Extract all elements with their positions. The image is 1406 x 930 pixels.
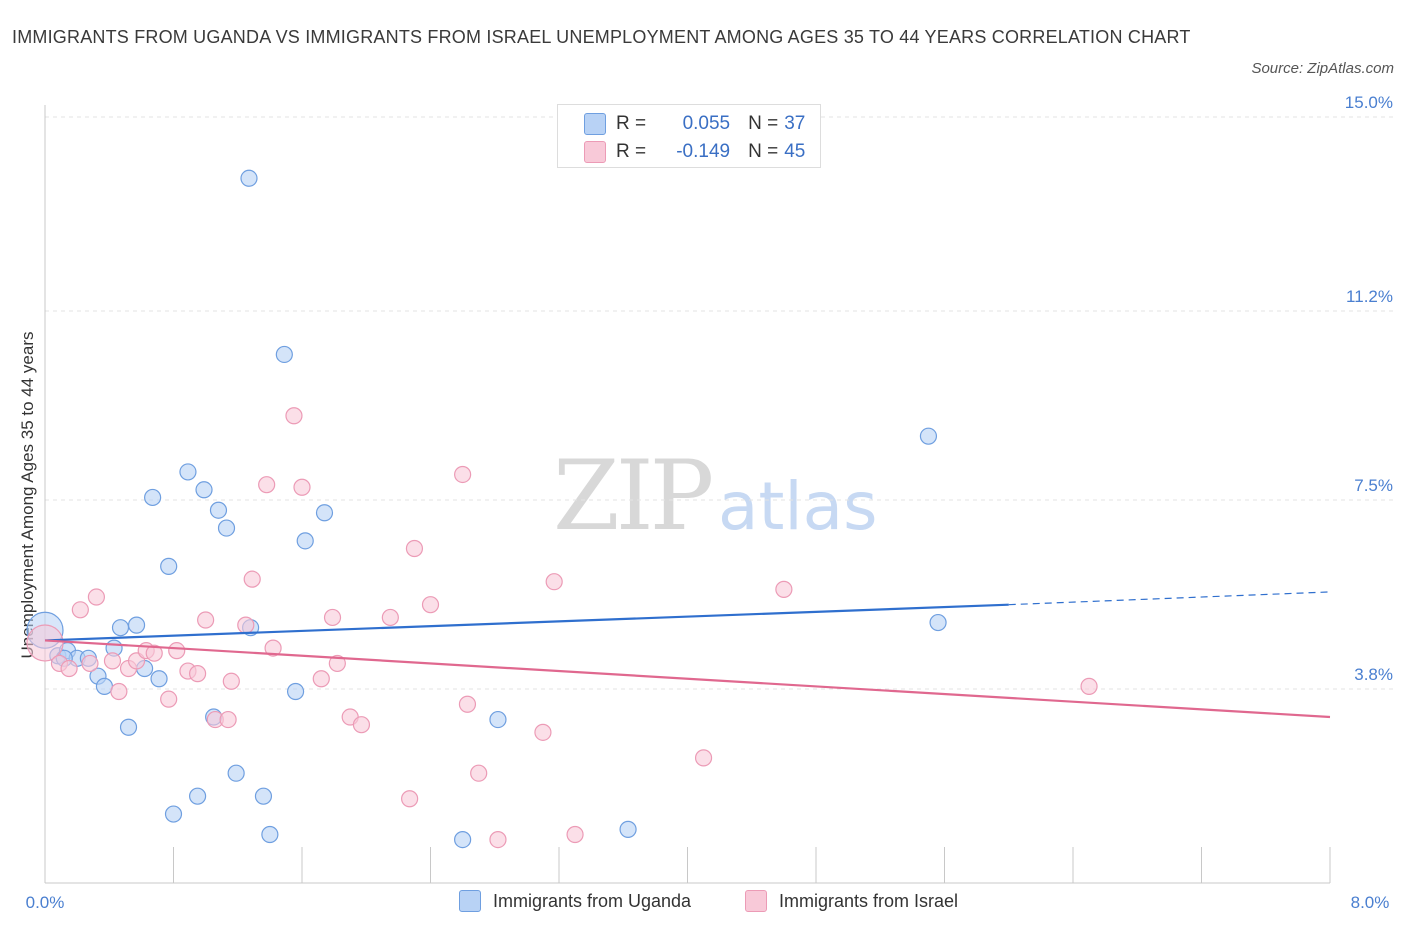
israel-point-24: [285, 407, 303, 425]
uganda-point-21: [217, 519, 236, 537]
uganda-point-24: [240, 169, 258, 187]
israel-point-28: [328, 654, 346, 673]
israel-n-value: 45: [784, 141, 806, 162]
israel-trend-line: [44, 639, 1331, 719]
israel-point-0: [26, 624, 64, 662]
israel-point-6: [103, 652, 122, 670]
uganda-point-35: [929, 613, 947, 632]
legend-item-israel: Immigrants from Israel: [745, 888, 958, 914]
y-tick-label-2: 11.2%: [1346, 287, 1393, 306]
uganda-n-label: N =: [748, 113, 779, 134]
uganda-point-8: [111, 619, 130, 637]
israel-point-11: [145, 644, 163, 662]
uganda-point-14: [160, 557, 178, 575]
israel-swatch: [584, 141, 606, 163]
israel-point-3: [71, 601, 89, 619]
watermark-atlas: atlas: [718, 468, 878, 545]
israel-point-44: [1080, 677, 1098, 695]
israel-point-34: [421, 596, 440, 614]
uganda-r-value: 0.055: [682, 113, 731, 134]
israel-point-36: [458, 695, 477, 713]
israel-point-13: [168, 642, 186, 660]
israel-point-41: [566, 825, 584, 844]
y-tick-label-0: 3.8%: [1354, 665, 1393, 684]
israel-r-label: R =: [616, 141, 647, 162]
israel-point-42: [694, 749, 713, 767]
israel-n-label: N =: [748, 141, 779, 162]
israel-point-22: [258, 476, 276, 494]
uganda-point-13: [150, 670, 168, 688]
stats-legend-row-uganda: R = 0.055 N = 37: [584, 110, 805, 138]
legend-uganda-label: Immigrants from Uganda: [493, 890, 692, 911]
israel-point-25: [293, 478, 311, 496]
uganda-point-26: [261, 825, 279, 844]
uganda-point-32: [489, 710, 507, 729]
israel-point-20: [237, 616, 255, 634]
uganda-point-6: [95, 677, 114, 695]
israel-point-40: [534, 723, 552, 741]
uganda-point-12: [144, 488, 162, 507]
israel-point-33: [405, 539, 424, 558]
x-tick-label-max: 8.0%: [1351, 893, 1390, 912]
uganda-point-20: [209, 501, 228, 519]
stats-legend-row-israel: R = -0.149 N = 45: [584, 138, 805, 166]
legend-israel-label: Immigrants from Israel: [779, 890, 959, 911]
uganda-point-29: [296, 532, 314, 550]
israel-point-27: [323, 608, 342, 627]
israel-point-4: [81, 654, 99, 673]
chart-title: IMMIGRANTS FROM UGANDA VS IMMIGRANTS FRO…: [12, 27, 1191, 47]
israel-point-12: [160, 690, 178, 708]
stats-legend: R = 0.055 N = 37 R = -0.149 N = 45: [557, 104, 821, 168]
uganda-point-25: [254, 787, 273, 805]
uganda-point-34: [919, 427, 938, 445]
uganda-trend-extension: [1008, 591, 1331, 606]
x-tick-label-min: 0.0%: [26, 893, 65, 912]
uganda-point-31: [454, 830, 472, 849]
israel-point-15: [188, 665, 207, 683]
uganda-point-33: [619, 820, 637, 838]
israel-point-23: [264, 639, 282, 657]
israel-point-16: [197, 611, 215, 629]
uganda-r-label: R =: [616, 113, 647, 134]
uganda-n-value: 37: [784, 113, 806, 134]
israel-point-21: [243, 570, 261, 588]
watermark-zip: ZIP: [553, 440, 714, 552]
israel-point-7: [110, 682, 128, 701]
uganda-point-10: [127, 616, 146, 634]
uganda-point-27: [275, 345, 293, 364]
uganda-point-15: [164, 805, 183, 823]
source-label: Source: ZipAtlas.com: [1251, 60, 1394, 77]
israel-point-18: [219, 710, 237, 729]
israel-point-38: [489, 830, 507, 849]
uganda-point-16: [179, 463, 197, 481]
uganda-point-30: [315, 504, 334, 522]
israel-point-5: [87, 588, 106, 606]
israel-point-19: [222, 672, 240, 690]
israel-point-31: [381, 608, 399, 627]
uganda-point-22: [227, 764, 245, 782]
uganda-point-17: [188, 787, 207, 805]
legend-uganda-swatch: [459, 890, 481, 912]
uganda-point-9: [119, 718, 138, 736]
israel-point-35: [454, 465, 472, 484]
legend-item-uganda: Immigrants from Uganda: [459, 888, 691, 914]
israel-point-39: [545, 573, 563, 591]
israel-point-2: [60, 659, 78, 678]
uganda-point-28: [286, 682, 305, 701]
legend-israel-swatch: [745, 890, 767, 912]
y-tick-label-3: 15.0%: [1345, 93, 1393, 112]
israel-point-26: [312, 670, 330, 688]
uganda-point-18: [195, 481, 213, 499]
israel-r-value: -0.149: [676, 141, 731, 162]
israel-point-37: [470, 764, 488, 782]
israel-point-30: [352, 716, 371, 734]
uganda-trend-line: [44, 603, 1009, 642]
y-tick-label-1: 7.5%: [1354, 476, 1393, 495]
israel-point-32: [401, 790, 419, 808]
uganda-swatch: [584, 113, 606, 135]
israel-point-43: [775, 580, 793, 598]
